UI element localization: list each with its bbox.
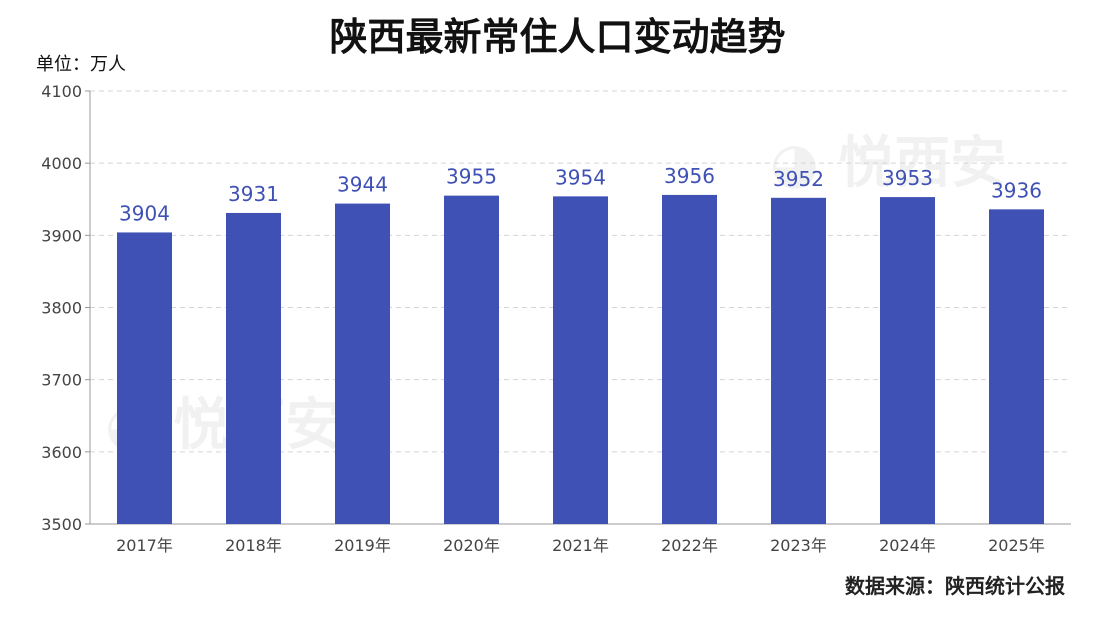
x-tick-label: 2022年	[661, 536, 718, 555]
bar	[771, 197, 826, 524]
y-tick-label: 3500	[41, 515, 82, 534]
data-label: 3944	[337, 173, 388, 197]
data-label: 3936	[991, 178, 1042, 202]
data-label: 3954	[555, 165, 606, 189]
x-tick-label: 2021年	[552, 536, 609, 555]
chart-title: 陕西最新常住人口变动趋势	[329, 15, 786, 59]
y-tick-label: 4000	[41, 154, 82, 173]
x-tick-label: 2019年	[334, 536, 391, 555]
y-tick-label: 3800	[41, 299, 82, 318]
x-tick-label: 2018年	[225, 536, 282, 555]
source-note: 数据来源：陕西统计公报	[845, 574, 1065, 598]
y-tick-label: 3600	[41, 443, 82, 462]
data-label: 3953	[882, 166, 933, 190]
bar	[226, 212, 281, 524]
x-tick-label: 2020年	[443, 536, 500, 555]
y-tick-label: 3700	[41, 371, 82, 390]
x-tick-label: 2023年	[770, 536, 827, 555]
bar	[335, 203, 390, 524]
x-tick-label: 2024年	[879, 536, 936, 555]
bar	[117, 232, 172, 525]
bar	[989, 209, 1044, 524]
x-tick-label: 2017年	[116, 536, 173, 555]
bar	[553, 196, 608, 524]
data-label: 3955	[446, 165, 497, 189]
y-tick-label: 3900	[41, 226, 82, 245]
bar	[662, 194, 717, 525]
data-label: 3904	[119, 201, 170, 225]
bar	[880, 197, 935, 524]
data-label: 3956	[664, 164, 715, 188]
y-tick-label: 4100	[41, 82, 82, 101]
data-label: 3931	[228, 182, 279, 206]
unit-label: 单位：万人	[36, 54, 126, 75]
x-tick-label: 2025年	[988, 536, 1045, 555]
data-label: 3952	[773, 167, 824, 191]
bar	[444, 195, 499, 524]
